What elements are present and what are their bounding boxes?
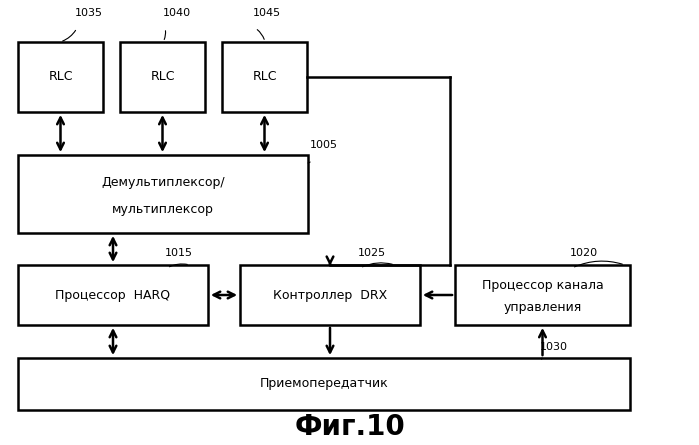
Text: 1015: 1015 (165, 248, 193, 258)
Bar (18, 265, 208, 325)
Text: 1025: 1025 (358, 248, 386, 258)
Text: 1045: 1045 (253, 8, 281, 18)
Bar (18, 155, 308, 233)
Text: 1035: 1035 (75, 8, 103, 18)
Bar (222, 42, 307, 112)
Text: 1020: 1020 (570, 248, 598, 258)
Text: Процессор канала: Процессор канала (482, 279, 603, 292)
Text: RLC: RLC (48, 70, 73, 84)
Text: Контроллер  DRX: Контроллер DRX (273, 288, 387, 302)
Text: Приемопередатчик: Приемопередатчик (259, 377, 389, 391)
Text: 1005: 1005 (310, 140, 338, 150)
Text: 1040: 1040 (163, 8, 191, 18)
Text: 1030: 1030 (540, 342, 568, 352)
Bar (18, 358, 630, 410)
Text: Процессор  HARQ: Процессор HARQ (55, 288, 171, 302)
Text: Демультиплексор/: Демультиплексор/ (101, 176, 225, 189)
Text: RLC: RLC (150, 70, 175, 84)
Bar (455, 265, 630, 325)
Text: мультиплексор: мультиплексор (112, 203, 214, 216)
Text: управления: управления (503, 300, 582, 313)
Bar (18, 42, 103, 112)
Text: Фиг.10: Фиг.10 (294, 413, 405, 441)
Bar (120, 42, 205, 112)
Bar (240, 265, 420, 325)
Text: RLC: RLC (252, 70, 277, 84)
